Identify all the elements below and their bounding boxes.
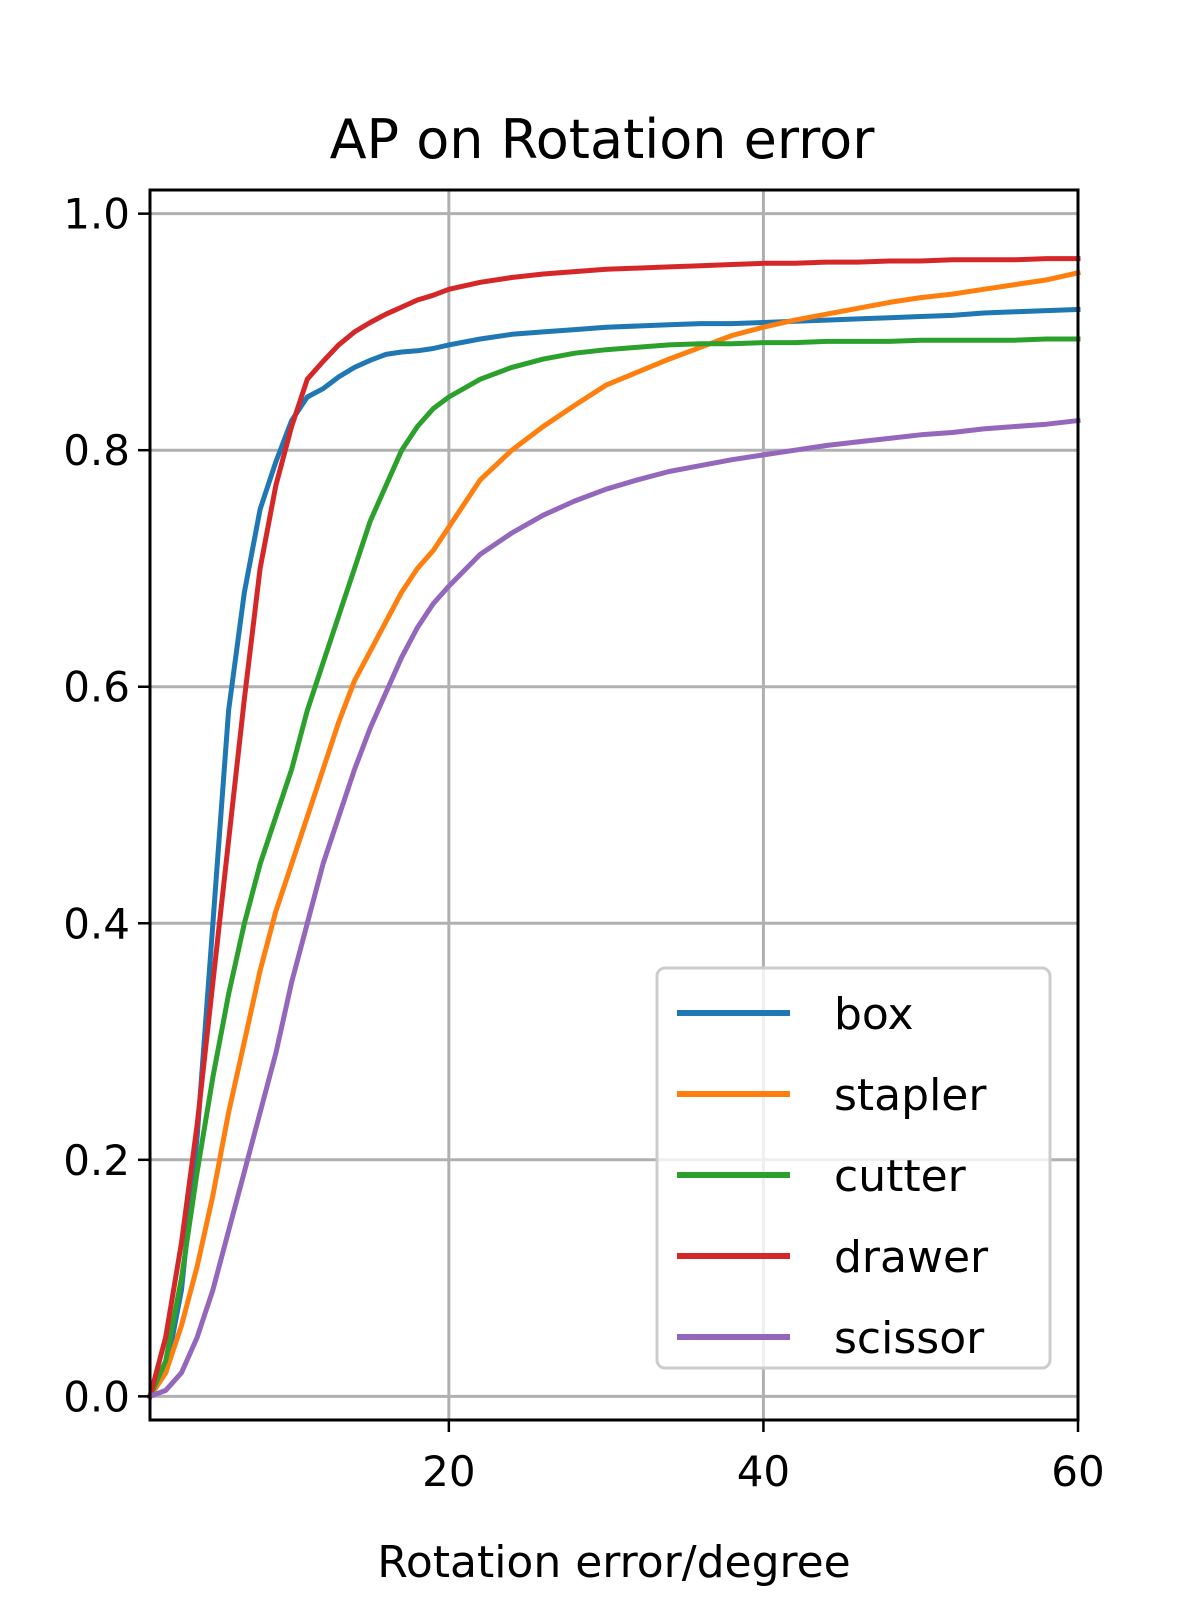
x-tick-label: 40 xyxy=(737,1447,790,1496)
legend: box stapler cutter drawer scissor xyxy=(655,966,1052,1370)
series-line-drawer xyxy=(146,256,1081,1400)
series-lines xyxy=(146,256,1081,1400)
legend-box xyxy=(655,966,1052,1370)
plot-area-frame xyxy=(148,188,1080,1422)
y-tick-label: 0.0 xyxy=(63,1372,130,1421)
legend-label-scissor: scissor xyxy=(834,1313,985,1364)
legend-label-stapler: stapler xyxy=(834,1070,987,1121)
legend-label-drawer: drawer xyxy=(834,1232,989,1283)
y-tick-label: 1.0 xyxy=(63,190,130,239)
series-line-cutter xyxy=(146,336,1081,1400)
series-line-stapler xyxy=(146,269,1081,1400)
y-tick-label: 0.8 xyxy=(63,426,130,475)
legend-label-box: box xyxy=(834,989,914,1040)
y-tick-label: 0.4 xyxy=(63,899,130,948)
y-tick-label: 0.2 xyxy=(63,1136,130,1185)
x-tick-label: 20 xyxy=(422,1447,475,1496)
legend-label-cutter: cutter xyxy=(834,1151,967,1202)
series-line-scissor xyxy=(146,417,1081,1400)
x-axis-label: Rotation error/degree xyxy=(377,1537,851,1588)
chart-title: AP on Rotation error xyxy=(330,108,876,171)
y-tick-label: 0.6 xyxy=(63,663,130,712)
series-line-box xyxy=(146,306,1081,1400)
x-tick-label: 60 xyxy=(1051,1447,1104,1496)
axis-ticks: 20 40 60 0.0 0.2 0.4 0.6 0.8 1.0 xyxy=(63,190,1105,1496)
